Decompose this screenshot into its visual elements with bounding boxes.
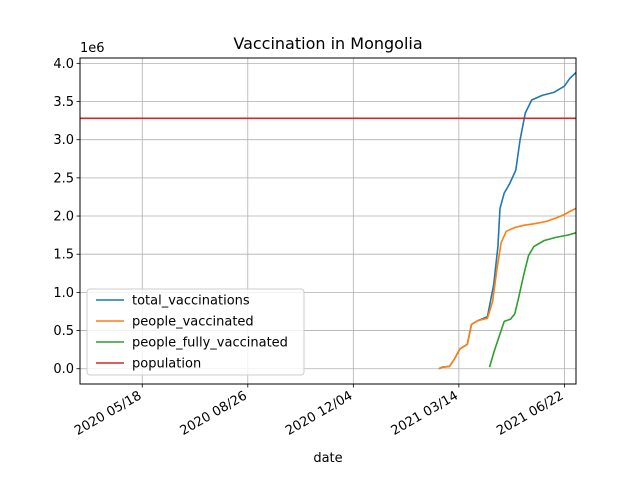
y-tick-label: 0.0 [53, 362, 74, 377]
series-line-people-fully-vaccinated [488, 232, 577, 368]
x-axis-label: date [313, 451, 342, 466]
y-tick-label: 1.5 [53, 248, 74, 263]
y-tick-label: 3.0 [53, 133, 74, 148]
y-tick-label: 3.5 [53, 95, 74, 110]
y-axis: 0.0 0.5 1.0 1.5 2.0 2.5 3.0 3.5 4.0 [53, 57, 80, 377]
y-tick-label: 1.0 [53, 286, 74, 301]
y-tick-label: 2.5 [53, 171, 74, 186]
legend: total_vaccinations people_vaccinatedpeopl… [86, 288, 305, 376]
plot-frame [79, 57, 577, 385]
legend-box [86, 288, 305, 376]
chart-title: Vaccination in Mongolia [233, 34, 422, 53]
y-scale-label: 1e6 [80, 41, 105, 56]
series-lines [80, 71, 577, 370]
y-tick-label: 0.5 [53, 324, 74, 339]
y-tick-label: 4.0 [53, 57, 74, 72]
legend-label: population [132, 357, 201, 372]
legend-label: total_vaccinations [132, 294, 250, 309]
series-line-people-vaccinated [438, 207, 577, 370]
y-tick-label: 2.0 [53, 210, 74, 225]
legend-label: people_fully_vaccinated [132, 336, 288, 351]
legend-label: people_vaccinated [132, 315, 254, 330]
